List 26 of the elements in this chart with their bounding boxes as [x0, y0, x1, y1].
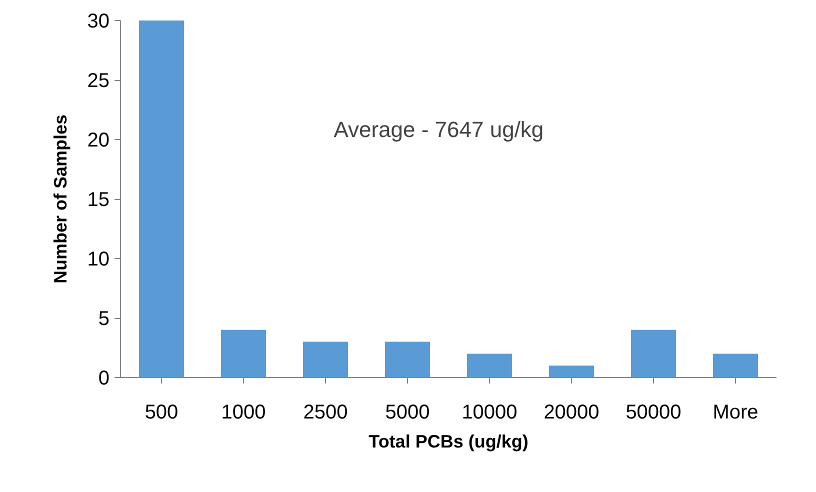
y-axis-title: Number of Samples	[50, 114, 70, 284]
x-tick-label: 5000	[385, 402, 430, 424]
x-tick-label: 50000	[626, 402, 682, 424]
y-tick-label: 25	[87, 70, 110, 92]
bar	[548, 366, 594, 378]
y-tick-label: 5	[98, 308, 110, 330]
y-tick-label: 30	[87, 10, 110, 32]
bar	[384, 342, 430, 378]
bar	[220, 330, 266, 378]
annotation: Average - 7647 ug/kg	[334, 116, 544, 142]
bar	[466, 354, 512, 378]
bar	[630, 330, 676, 378]
y-tick-label: 15	[87, 189, 110, 211]
x-tick-label: 1000	[221, 402, 266, 424]
bar	[138, 20, 184, 378]
x-tick-label: 10000	[462, 402, 518, 424]
x-tick-label: 20000	[544, 402, 600, 424]
x-tick-label: 2500	[303, 402, 348, 424]
y-tick-label: 20	[87, 130, 110, 152]
x-tick-label: 500	[144, 402, 178, 424]
y-tick-label: 10	[87, 248, 110, 270]
x-axis-title: Total PCBs (ug/kg)	[368, 432, 528, 452]
y-tick-label: 0	[98, 368, 110, 390]
x-tick-label: More	[712, 402, 758, 424]
bar	[712, 354, 758, 378]
bar	[302, 342, 348, 378]
